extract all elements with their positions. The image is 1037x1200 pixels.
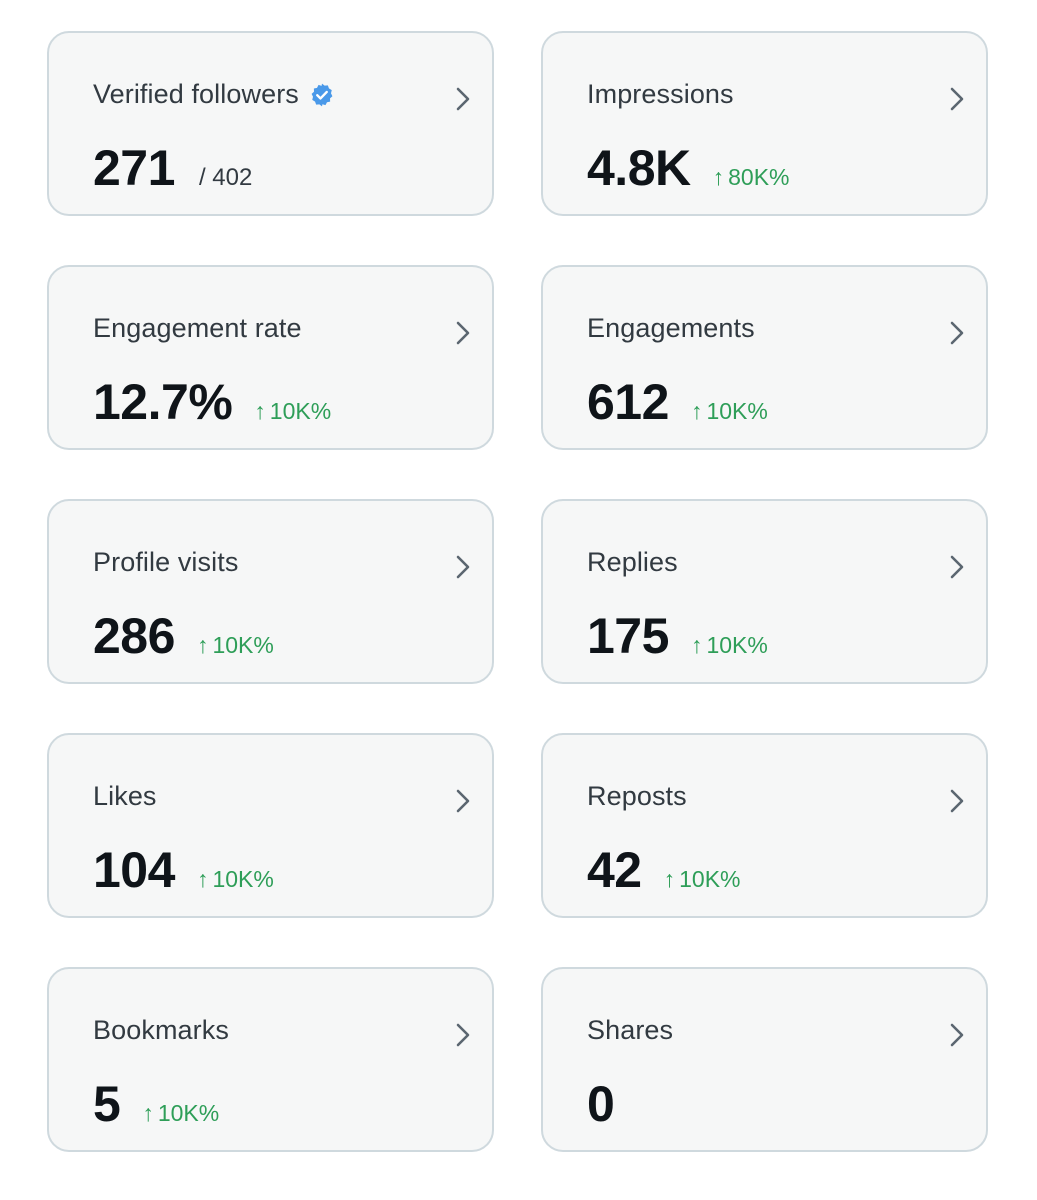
- change-indicator: ↑ 10K%: [254, 398, 331, 425]
- card-value: 175: [587, 608, 669, 664]
- change-value: 10K%: [212, 632, 274, 658]
- card-value: 271: [93, 140, 175, 196]
- card-label: Profile visits: [93, 547, 239, 577]
- arrow-up-icon: ↑: [663, 866, 676, 892]
- chevron-right-icon: [456, 87, 470, 111]
- card-bookmarks[interactable]: Bookmarks 5 ↑ 10K%: [47, 967, 494, 1152]
- change-indicator: ↑ 10K%: [197, 632, 274, 659]
- card-value: 0: [587, 1076, 615, 1132]
- chevron-right-icon: [456, 1023, 470, 1047]
- card-engagement-rate[interactable]: Engagement rate 12.7% ↑ 10K%: [47, 265, 494, 450]
- card-label: Impressions: [587, 79, 734, 109]
- card-value: 104: [93, 842, 175, 898]
- arrow-up-icon: ↑: [196, 632, 209, 658]
- chevron-right-icon: [950, 555, 964, 579]
- card-label: Bookmarks: [93, 1015, 229, 1045]
- arrow-up-icon: ↑: [196, 866, 209, 892]
- card-label: Reposts: [587, 781, 687, 811]
- change-indicator: ↑ 10K%: [197, 866, 274, 893]
- card-replies[interactable]: Replies 175 ↑ 10K%: [541, 499, 988, 684]
- card-shares[interactable]: Shares 0: [541, 967, 988, 1152]
- chevron-right-icon: [950, 789, 964, 813]
- change-indicator: ↑ 10K%: [691, 398, 768, 425]
- chevron-right-icon: [950, 87, 964, 111]
- card-value: 42: [587, 842, 642, 898]
- card-label: Verified followers: [93, 79, 299, 109]
- chevron-right-icon: [456, 789, 470, 813]
- card-label: Likes: [93, 781, 157, 811]
- card-label: Engagement rate: [93, 313, 302, 343]
- card-impressions[interactable]: Impressions 4.8K ↑ 80K%: [541, 31, 988, 216]
- change-value: 10K%: [679, 866, 741, 892]
- card-label: Shares: [587, 1015, 674, 1045]
- card-label: Replies: [587, 547, 678, 577]
- card-total: / 402: [198, 164, 253, 191]
- arrow-up-icon: ↑: [254, 398, 266, 424]
- chevron-right-icon: [950, 321, 964, 345]
- change-indicator: ↑ 80K%: [713, 164, 790, 191]
- change-value: 10K%: [269, 398, 332, 424]
- arrow-up-icon: ↑: [712, 164, 725, 190]
- change-indicator: ↑ 10K%: [691, 632, 768, 659]
- card-value: 286: [93, 608, 175, 664]
- card-engagements[interactable]: Engagements 612 ↑ 10K%: [541, 265, 988, 450]
- change-indicator: ↑ 10K%: [142, 1100, 219, 1127]
- change-value: 10K%: [706, 398, 768, 424]
- change-value: 10K%: [212, 866, 274, 892]
- card-value: 612: [587, 374, 669, 430]
- card-verified-followers[interactable]: Verified followers 271 / 402: [47, 31, 494, 216]
- change-value: 10K%: [706, 632, 768, 658]
- change-value: 10K%: [157, 1100, 220, 1126]
- change-value: 80K%: [728, 164, 790, 190]
- card-reposts[interactable]: Reposts 42 ↑ 10K%: [541, 733, 988, 918]
- arrow-up-icon: ↑: [690, 632, 703, 658]
- card-value: 4.8K: [587, 140, 691, 196]
- card-label: Engagements: [587, 313, 755, 343]
- chevron-right-icon: [456, 321, 470, 345]
- card-profile-visits[interactable]: Profile visits 286 ↑ 10K%: [47, 499, 494, 684]
- verified-badge-icon: [311, 83, 333, 106]
- chevron-right-icon: [950, 1023, 964, 1047]
- arrow-up-icon: ↑: [690, 398, 703, 424]
- chevron-right-icon: [456, 555, 470, 579]
- card-likes[interactable]: Likes 104 ↑ 10K%: [47, 733, 494, 918]
- arrow-up-icon: ↑: [142, 1100, 154, 1126]
- card-value: 12.7%: [93, 374, 233, 430]
- change-indicator: ↑ 10K%: [664, 866, 741, 893]
- card-value: 5: [93, 1076, 121, 1132]
